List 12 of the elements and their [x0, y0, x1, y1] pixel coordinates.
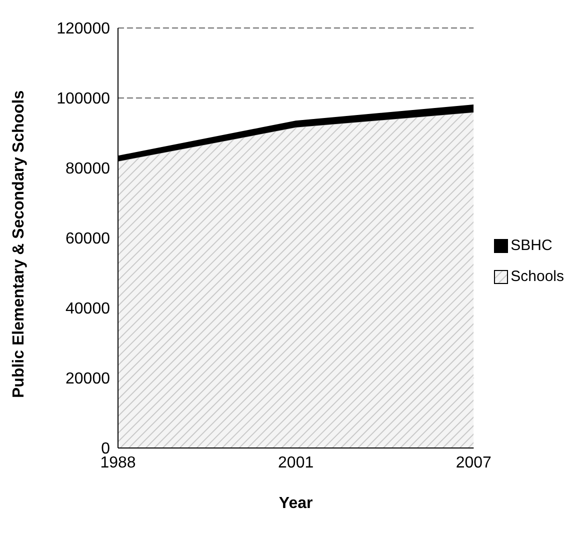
- x-tick-label: 2007: [456, 454, 492, 472]
- y-axis-title: Public Elementary & Secondary Schools: [10, 90, 28, 398]
- y-tick-label: 120000: [56, 20, 110, 38]
- x-axis-title: Year: [278, 495, 313, 512]
- x-tick-label: 2001: [278, 454, 314, 472]
- y-tick-label: 40000: [66, 300, 110, 318]
- y-tick-label: 60000: [66, 230, 110, 248]
- y-tick-label: 80000: [66, 160, 110, 178]
- y-tick-label: 20000: [66, 370, 110, 388]
- y-tick-label: 100000: [56, 90, 110, 108]
- legend-label: SBHC: [510, 237, 552, 254]
- legend-label: Schools: [510, 268, 564, 285]
